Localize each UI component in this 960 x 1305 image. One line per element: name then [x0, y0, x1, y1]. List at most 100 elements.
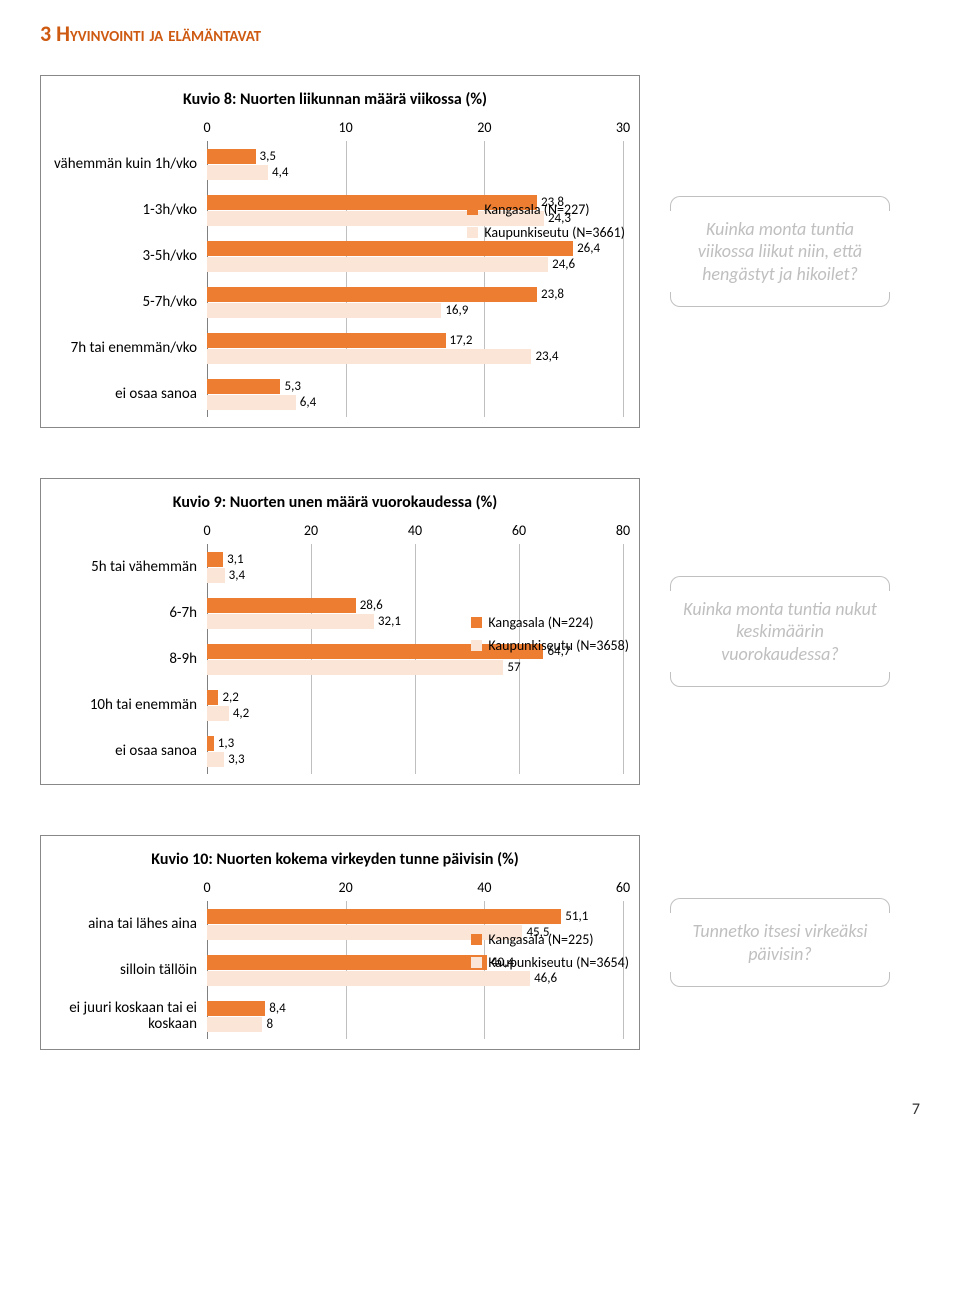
legend-label: Kaupunkiseutu (N=3661) — [484, 224, 625, 241]
bar-value-label: 57 — [503, 660, 520, 675]
bar-value-label: 3,4 — [225, 568, 245, 583]
chart-title: Kuvio 9: Nuorten unen määrä vuorokaudess… — [47, 493, 623, 512]
bar-value-label: 46,6 — [530, 971, 557, 986]
axis-tick: 40 — [477, 879, 491, 896]
category: 3,54,4 — [207, 141, 623, 187]
bar-series1: 3,5 — [207, 149, 256, 164]
plot-area: 51,145,540,446,68,48Kangasala (N=225)Kau… — [207, 901, 623, 1039]
category: 8,48 — [207, 993, 623, 1039]
bar-series1: 17,2 — [207, 333, 446, 348]
axis-tick: 30 — [616, 119, 630, 136]
legend-item: Kaupunkiseutu (N=3658) — [471, 637, 629, 654]
axis-tick: 80 — [616, 522, 630, 539]
legend-swatch — [467, 227, 478, 238]
x-axis: 0102030 — [207, 119, 623, 137]
bar-series2: 3,4 — [207, 568, 225, 583]
legend-swatch — [467, 204, 478, 215]
bar-series2: 46,6 — [207, 971, 530, 986]
category: 5,36,4 — [207, 371, 623, 417]
bar-series2: 57 — [207, 660, 503, 675]
chart-block: Kuvio 8: Nuorten liikunnan määrä viikoss… — [40, 75, 920, 428]
bar-value-label: 8 — [262, 1017, 273, 1032]
axis-tick: 0 — [203, 119, 210, 136]
bar-series2: 16,9 — [207, 303, 441, 318]
page-number: 7 — [40, 1100, 920, 1119]
category: 23,816,9 — [207, 279, 623, 325]
bar-series2: 4,4 — [207, 165, 268, 180]
chart-box: Kuvio 8: Nuorten liikunnan määrä viikoss… — [40, 75, 640, 428]
category-label: 6-7h — [47, 590, 207, 636]
legend-swatch — [471, 617, 482, 628]
axis-tick: 20 — [477, 119, 491, 136]
bar-series2: 32,1 — [207, 614, 374, 629]
category: 17,223,4 — [207, 325, 623, 371]
chart-title: Kuvio 8: Nuorten liikunnan määrä viikoss… — [47, 90, 623, 109]
legend: Kangasala (N=225) Kaupunkiseutu (N=3654) — [471, 931, 629, 971]
bar-series1: 23,8 — [207, 287, 537, 302]
category-label: 3-5h/vko — [47, 233, 207, 279]
bar-value-label: 17,2 — [446, 333, 473, 348]
bar-value-label: 3,1 — [223, 552, 243, 567]
bar-series1: 2,2 — [207, 690, 218, 705]
x-axis: 0204060 — [207, 879, 623, 897]
legend-item: Kaupunkiseutu (N=3654) — [471, 954, 629, 971]
legend-label: Kangasala (N=227) — [484, 201, 589, 218]
callout: Kuinka monta tuntia viikossa liikut niin… — [660, 196, 900, 308]
bar-value-label: 24,6 — [548, 257, 575, 272]
category: 2,24,2 — [207, 682, 623, 728]
chart-box: Kuvio 10: Nuorten kokema virkeyden tunne… — [40, 835, 640, 1050]
bar-series2: 6,4 — [207, 395, 296, 410]
legend-item: Kaupunkiseutu (N=3661) — [467, 224, 625, 241]
legend-item: Kangasala (N=224) — [471, 614, 629, 631]
legend-label: Kangasala (N=224) — [488, 614, 593, 631]
callout: Kuinka monta tuntia nukut keskimäärin vu… — [660, 576, 900, 688]
category-label: silloin tällöin — [47, 947, 207, 993]
bar-series1: 1,3 — [207, 736, 214, 751]
bar-value-label: 28,6 — [356, 598, 383, 613]
legend-swatch — [471, 934, 482, 945]
chart-block: Kuvio 9: Nuorten unen määrä vuorokaudess… — [40, 478, 920, 785]
bar-value-label: 4,2 — [229, 706, 249, 721]
category-label: vähemmän kuin 1h/vko — [47, 141, 207, 187]
bar-value-label: 32,1 — [374, 614, 401, 629]
legend-label: Kangasala (N=225) — [488, 931, 593, 948]
category-label: 8-9h — [47, 636, 207, 682]
plot-area: 3,54,423,824,326,424,623,816,917,223,45,… — [207, 141, 623, 417]
axis-tick: 10 — [339, 119, 353, 136]
axis-tick: 0 — [203, 522, 210, 539]
bar-value-label: 6,4 — [296, 395, 316, 410]
bar-series2: 3,3 — [207, 752, 224, 767]
bar-series1: 26,4 — [207, 241, 573, 256]
category-label: 10h tai enemmän — [47, 682, 207, 728]
bar-series2: 4,2 — [207, 706, 229, 721]
legend-swatch — [471, 957, 482, 968]
category: 1,33,3 — [207, 728, 623, 774]
bar-value-label: 26,4 — [573, 241, 600, 256]
legend-label: Kaupunkiseutu (N=3654) — [488, 954, 629, 971]
callout: Tunnetko itsesi virkeäksi päivisin? — [660, 898, 900, 987]
category-label: 1-3h/vko — [47, 187, 207, 233]
legend-item: Kangasala (N=225) — [471, 931, 629, 948]
bar-value-label: 23,8 — [537, 287, 564, 302]
bar-value-label: 8,4 — [265, 1001, 285, 1016]
chart-box: Kuvio 9: Nuorten unen määrä vuorokaudess… — [40, 478, 640, 785]
bar-series2: 8 — [207, 1017, 262, 1032]
bar-value-label: 51,1 — [561, 909, 588, 924]
bar-series1: 28,6 — [207, 598, 356, 613]
bar-series1: 3,1 — [207, 552, 223, 567]
bar-value-label: 5,3 — [280, 379, 300, 394]
page-title: 3 Hyvinvointi ja elämäntavat — [40, 20, 920, 47]
bar-value-label: 3,3 — [224, 752, 244, 767]
legend-swatch — [471, 640, 482, 651]
plot-area: 3,13,428,632,164,7572,24,21,33,3Kangasal… — [207, 544, 623, 774]
category: 3,13,4 — [207, 544, 623, 590]
legend: Kangasala (N=224) Kaupunkiseutu (N=3658) — [471, 614, 629, 654]
bar-series2: 24,6 — [207, 257, 548, 272]
category-label: ei osaa sanoa — [47, 728, 207, 774]
chart-block: Kuvio 10: Nuorten kokema virkeyden tunne… — [40, 835, 920, 1050]
bar-series1: 51,1 — [207, 909, 561, 924]
legend-item: Kangasala (N=227) — [467, 201, 625, 218]
axis-tick: 40 — [408, 522, 422, 539]
chart-title: Kuvio 10: Nuorten kokema virkeyden tunne… — [47, 850, 623, 869]
bar-value-label: 1,3 — [214, 736, 234, 751]
